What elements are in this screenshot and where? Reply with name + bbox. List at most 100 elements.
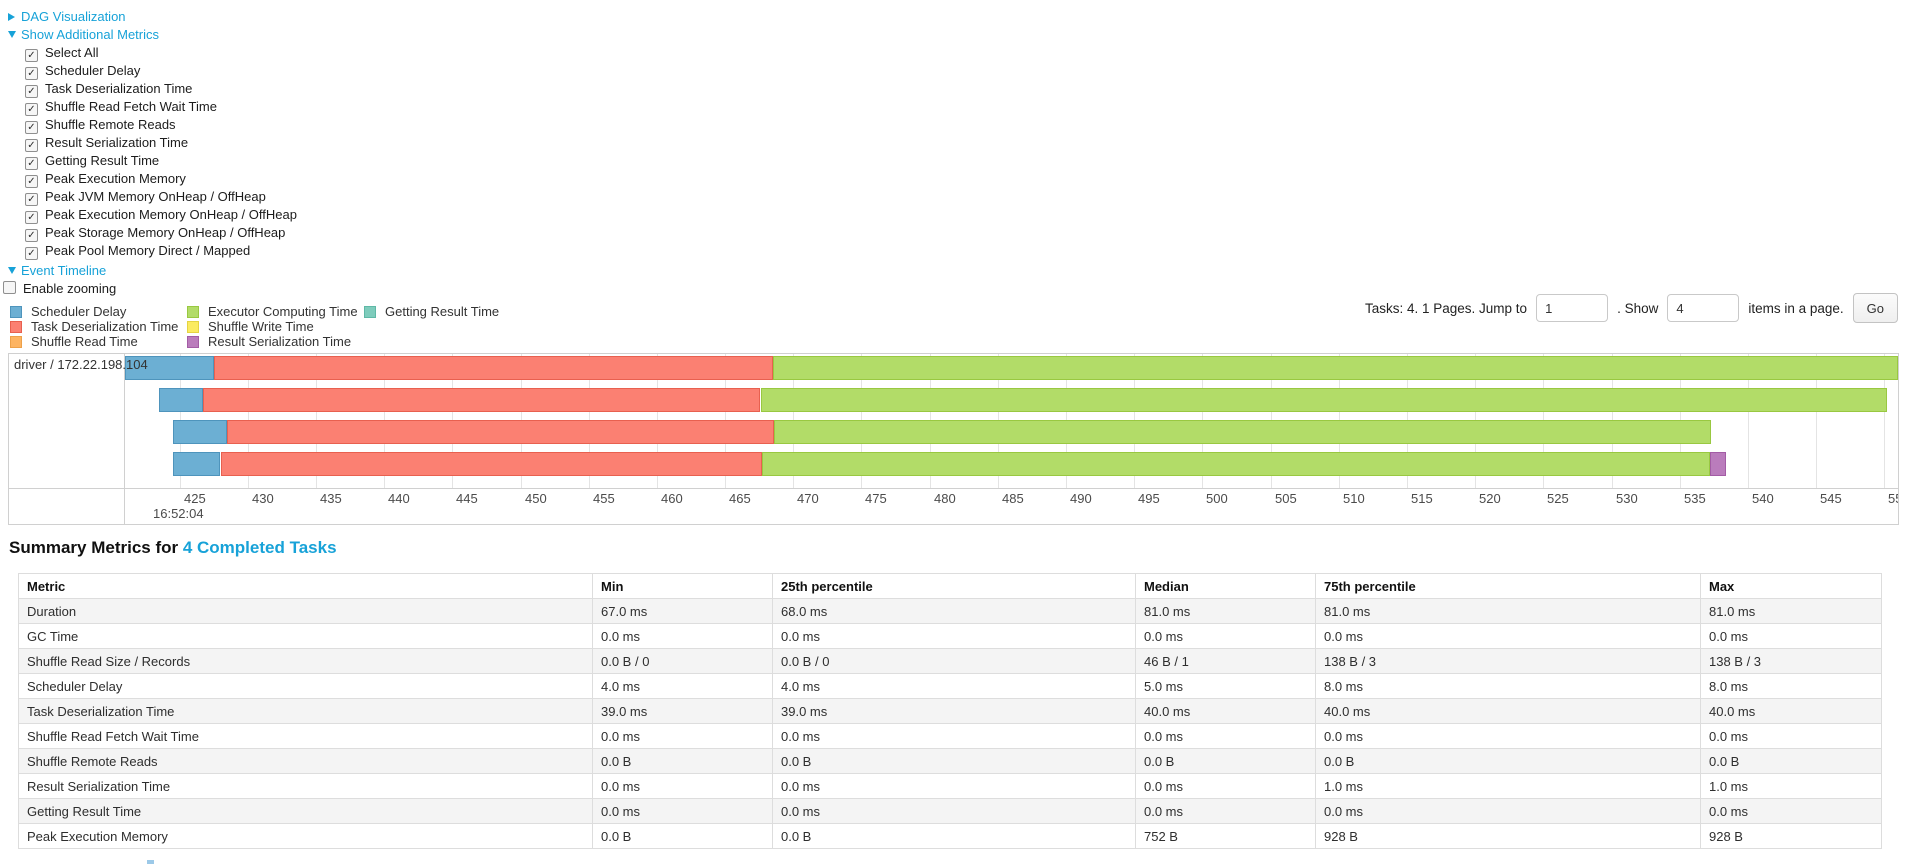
axis-tick-label: 445 [456, 491, 478, 506]
metric-checkbox[interactable]: ✓ [25, 193, 38, 206]
metric-checkbox[interactable]: ✓ [25, 211, 38, 224]
cutoff-section-fragment [147, 860, 154, 864]
metric-checkbox-item: ✓ Peak Execution Memory [25, 170, 186, 188]
table-header-cell: Max [1700, 573, 1882, 599]
metric-checkbox-item: ✓ Shuffle Read Fetch Wait Time [25, 98, 217, 116]
metric-value-cell: 0.0 B / 0 [772, 648, 1136, 674]
metric-value-cell: 0.0 ms [1135, 798, 1316, 824]
show-additional-metrics-link[interactable]: Show Additional Metrics [8, 26, 159, 44]
metric-checkbox-item: ✓ Peak Execution Memory OnHeap / OffHeap [25, 206, 297, 224]
metric-name-cell: Task Deserialization Time [18, 698, 593, 724]
metric-checkbox[interactable]: ✓ [25, 229, 38, 242]
legend-label: Getting Result Time [385, 304, 500, 319]
metric-value-cell: 0.0 ms [1315, 623, 1701, 649]
enable-zooming-checkbox[interactable] [3, 281, 16, 294]
gridline [1816, 354, 1817, 488]
metric-value-cell: 752 B [1135, 823, 1316, 849]
metric-name-cell: Peak Execution Memory [18, 823, 593, 849]
axis-tick-label: 515 [1411, 491, 1433, 506]
task-bar-segment-executor-computing[interactable] [760, 388, 1888, 412]
metric-value-cell: 1.0 ms [1315, 773, 1701, 799]
task-bar-segment-result-serialization[interactable] [1709, 452, 1727, 476]
table-header-row: Metric Min 25th percentile Median 75th perce… [18, 573, 1882, 599]
summary-metrics-table: Metric Min 25th percentile Median 75th perce… [18, 573, 1882, 849]
go-button[interactable]: Go [1852, 293, 1898, 323]
legend-label: Shuffle Read Time [31, 334, 138, 349]
metric-checkbox[interactable]: ✓ [25, 49, 38, 62]
metric-checkbox[interactable]: ✓ [25, 121, 38, 134]
table-row: Shuffle Read Fetch Wait Time 0.0 ms 0.0 ms… [18, 723, 1882, 749]
event-timeline-link[interactable]: Event Timeline [8, 262, 106, 280]
metric-value-cell: 0.0 ms [772, 773, 1136, 799]
axis-tick-label: 480 [934, 491, 956, 506]
tasks-pages-text: Tasks: 4. 1 Pages. Jump to [1364, 300, 1528, 316]
metric-name-cell: Scheduler Delay [18, 673, 593, 699]
task-bar-segment-task-deserialization[interactable] [202, 388, 761, 412]
legend-item: Task Deserialization Time [10, 319, 178, 334]
axis-tick-label: 525 [1547, 491, 1569, 506]
metric-checkbox-item: ✓ Peak Storage Memory OnHeap / OffHeap [25, 224, 285, 242]
completed-tasks-link[interactable]: 4 Completed Tasks [182, 538, 337, 557]
axis-tick-label: 540 [1752, 491, 1774, 506]
dag-visualization-link[interactable]: DAG Visualization [8, 8, 126, 26]
table-row: Task Deserialization Time 39.0 ms 39.0 ms 4… [18, 698, 1882, 724]
task-bar-segment-scheduler-delay[interactable] [172, 452, 221, 476]
axis-tick-label: 505 [1275, 491, 1297, 506]
axis-tick-label: 460 [661, 491, 683, 506]
task-bar-segment-executor-computing[interactable] [774, 420, 1712, 444]
metric-checkbox[interactable]: ✓ [25, 175, 38, 188]
metric-checkbox[interactable]: ✓ [25, 103, 38, 116]
metric-checkbox-item: ✓ Peak Pool Memory Direct / Mapped [25, 242, 250, 260]
gridline [1884, 354, 1885, 488]
table-header-cell: Min [592, 573, 773, 599]
metric-name-cell: Duration [18, 598, 593, 624]
table-row: Duration 67.0 ms 68.0 ms 81.0 ms 81.0 ms 81.0… [18, 598, 1882, 624]
axis-tick-label: 535 [1684, 491, 1706, 506]
metric-value-cell: 40.0 ms [1315, 698, 1701, 724]
metric-value-cell: 0.0 B [772, 823, 1136, 849]
metric-checkbox[interactable]: ✓ [25, 247, 38, 260]
gridline [1748, 354, 1749, 488]
metric-value-cell: 0.0 ms [592, 773, 773, 799]
metric-checkbox[interactable]: ✓ [25, 67, 38, 80]
axis-tick-label: 465 [729, 491, 751, 506]
task-bar-segment-scheduler-delay[interactable] [125, 356, 214, 380]
metric-name-cell: Shuffle Read Fetch Wait Time [18, 723, 593, 749]
metric-value-cell: 0.0 B / 0 [592, 648, 773, 674]
show-label: . Show [1617, 300, 1659, 316]
axis-tick-label: 435 [320, 491, 342, 506]
metric-checkbox-label: Select All [45, 45, 99, 60]
legend-item: Executor Computing Time [187, 304, 358, 319]
task-bar-segment-task-deserialization[interactable] [213, 356, 773, 380]
metric-value-cell: 0.0 ms [772, 623, 1136, 649]
task-bar-segment-scheduler-delay[interactable] [159, 388, 203, 412]
enable-zooming-row: Enable zooming [3, 280, 116, 298]
table-row: Scheduler Delay 4.0 ms 4.0 ms 5.0 ms 8.0 ms 8… [18, 673, 1882, 699]
metric-checkbox[interactable]: ✓ [25, 157, 38, 170]
task-bar-segment-scheduler-delay[interactable] [172, 420, 228, 444]
metric-value-cell: 0.0 B [1315, 748, 1701, 774]
metric-value-cell: 5.0 ms [1135, 673, 1316, 699]
task-bar-segment-executor-computing[interactable] [761, 452, 1710, 476]
enable-zooming-label: Enable zooming [23, 281, 117, 296]
legend-swatch [10, 306, 22, 318]
metric-name-cell: Result Serialization Time [18, 773, 593, 799]
metric-checkbox-label: Peak Execution Memory OnHeap / OffHeap [45, 207, 297, 222]
metric-value-cell: 40.0 ms [1135, 698, 1316, 724]
jump-to-page-input[interactable] [1536, 294, 1609, 322]
metric-checkbox-label: Peak JVM Memory OnHeap / OffHeap [45, 189, 266, 204]
metric-checkbox-label: Peak Storage Memory OnHeap / OffHeap [45, 225, 286, 240]
metric-value-cell: 0.0 ms [1700, 723, 1882, 749]
items-per-page-input[interactable] [1667, 294, 1740, 322]
axis-tick-label: 455 [593, 491, 615, 506]
task-bar-segment-executor-computing[interactable] [772, 356, 1898, 380]
legend-item: Getting Result Time [364, 304, 499, 319]
axis-tick-label: 485 [1002, 491, 1024, 506]
task-bar-segment-task-deserialization[interactable] [220, 452, 762, 476]
task-bar-segment-task-deserialization[interactable] [227, 420, 775, 444]
table-header-cell: 75th percentile [1315, 573, 1701, 599]
metric-checkbox-label: Scheduler Delay [45, 63, 141, 78]
metric-checkbox[interactable]: ✓ [25, 85, 38, 98]
metric-checkbox[interactable]: ✓ [25, 139, 38, 152]
metric-value-cell: 0.0 ms [592, 623, 773, 649]
